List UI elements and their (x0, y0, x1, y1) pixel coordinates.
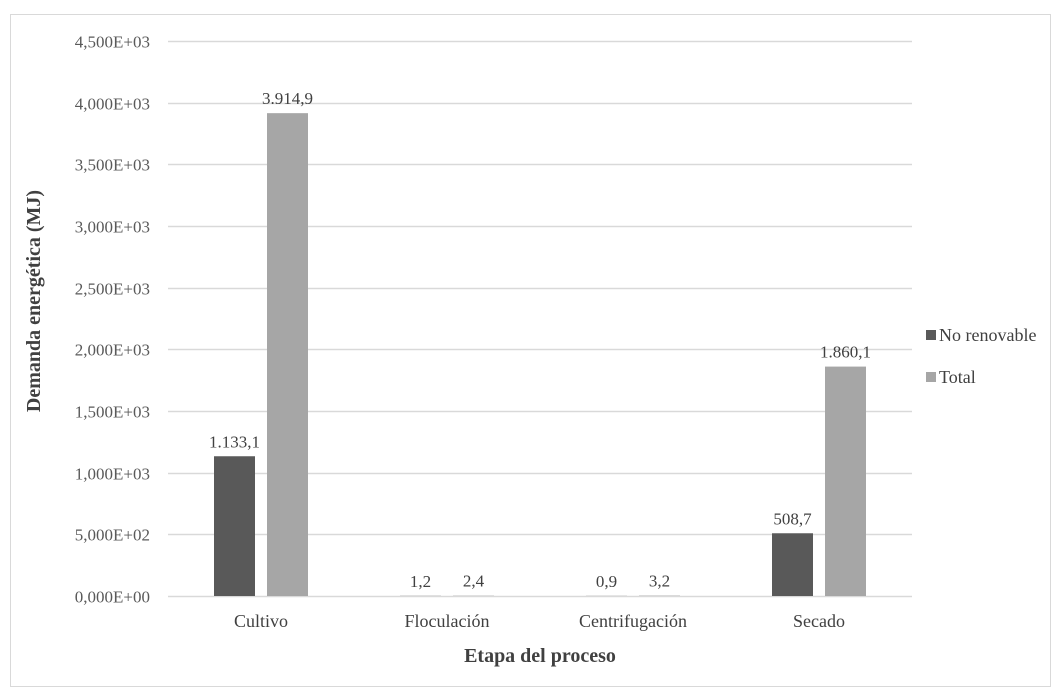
y-tick-label: 4,500E+03 (75, 33, 150, 52)
legend-swatch-total (926, 372, 936, 382)
category-label: Floculación (405, 611, 490, 631)
category-label: Cultivo (234, 611, 288, 631)
y-tick-label: 0,000E+00 (75, 588, 150, 607)
category-label: Secado (793, 611, 845, 631)
legend-label-no-renovable: No renovable (939, 325, 1036, 345)
y-axis-title: Demanda energética (MJ) (23, 190, 45, 412)
bar-no-renovable (214, 456, 255, 596)
bar-total (267, 113, 308, 597)
data-label: 1.860,1 (820, 343, 871, 362)
y-tick-label: 2,000E+03 (75, 341, 150, 360)
legend-item-total[interactable]: Total (926, 367, 976, 387)
chart-border (10, 14, 1051, 687)
y-tick-label: 1,000E+03 (75, 465, 150, 484)
data-label: 3.914,9 (262, 89, 313, 108)
bars (214, 113, 866, 597)
legend-item-no-renovable[interactable]: No renovable (926, 325, 1036, 345)
data-label: 1.133,1 (209, 432, 260, 451)
category-label: Centrifugación (579, 611, 687, 631)
y-axis-ticks: 0,000E+00 5,000E+02 1,000E+03 1,500E+03 2,00… (75, 33, 150, 607)
bar-total (825, 366, 866, 596)
y-tick-label: 4,000E+03 (75, 95, 150, 114)
y-tick-label: 3,500E+03 (75, 156, 150, 175)
bar-no-renovable (772, 533, 813, 596)
legend-label-total: Total (939, 367, 976, 387)
legend-swatch-no-renovable (926, 330, 936, 340)
data-label: 0,9 (596, 572, 617, 591)
data-label: 508,7 (773, 509, 812, 528)
y-tick-label: 2,500E+03 (75, 280, 150, 299)
data-labels: 1.133,1 3.914,9 1,2 2,4 0,9 3,2 508,7 1.860,1 (209, 89, 871, 591)
y-tick-label: 3,000E+03 (75, 218, 150, 237)
data-label: 3,2 (649, 572, 670, 591)
data-label: 2,4 (463, 572, 485, 591)
y-tick-label: 1,500E+03 (75, 403, 150, 422)
y-tick-label: 5,000E+02 (75, 526, 150, 545)
data-label: 1,2 (410, 572, 431, 591)
legend: No renovable Total (926, 325, 1036, 387)
x-axis-title: Etapa del proceso (464, 645, 616, 667)
x-axis-categories: Cultivo Floculación Centrifugación Secado (234, 611, 845, 631)
